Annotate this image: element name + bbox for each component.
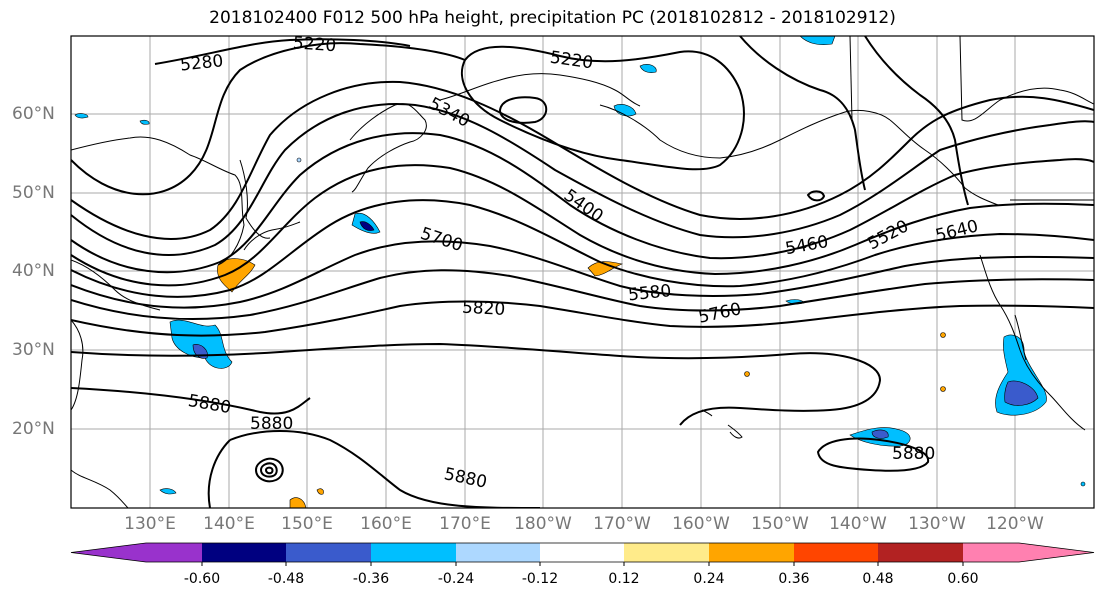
map-frame <box>70 35 1095 509</box>
colorbar-segment <box>709 543 794 562</box>
lon-label: 130°W <box>908 514 966 534</box>
colorbar-tick-label: 0.48 <box>862 571 894 587</box>
colorbar-segment <box>878 543 963 562</box>
colorbar-tick-label: -0.48 <box>267 571 305 587</box>
colorbar-tick-label: 0.12 <box>608 571 640 587</box>
colorbar-tick-label: -0.12 <box>521 571 559 587</box>
contour-label: 5460 <box>784 232 830 259</box>
colorbar-segment <box>794 543 878 562</box>
colorbar-segment <box>624 543 709 562</box>
colorbar-tick-label: -0.24 <box>437 571 475 587</box>
contour-label: 5400 <box>560 185 607 226</box>
colorbar-segment <box>286 543 371 562</box>
colorbar-outline <box>70 542 1095 563</box>
lon-label: 140°W <box>829 514 887 534</box>
colorbar <box>70 542 1095 566</box>
colorbar-segment <box>540 543 624 562</box>
lat-label: 60°N <box>12 104 55 124</box>
contour-label: 5340 <box>425 94 473 132</box>
colorbar-tick-label: 0.36 <box>778 571 810 587</box>
contour-label: 5820 <box>461 298 505 320</box>
lon-label: 150°E <box>281 514 333 534</box>
colorbar-segment <box>456 543 540 562</box>
lat-label: 50°N <box>12 183 55 203</box>
contour-label: 5580 <box>627 281 672 305</box>
coastlines <box>71 36 1094 508</box>
colorbar-segment <box>963 543 1094 562</box>
contour-label: 5220 <box>292 33 337 56</box>
lon-label: 120°W <box>986 514 1044 534</box>
lat-label: 20°N <box>12 419 55 439</box>
contour-label: 5880 <box>442 464 488 493</box>
lon-label: 180°W <box>514 514 572 534</box>
lat-label: 40°N <box>12 261 55 281</box>
contour-label: 5880 <box>892 444 935 464</box>
height-contours <box>71 36 1094 508</box>
lon-label: 170°E <box>439 514 491 534</box>
colorbar-segment <box>71 543 202 562</box>
contour-label: 5700 <box>418 224 465 256</box>
contour-label: 5220 <box>549 48 595 74</box>
contour-labels: 5220 5280 5220 5340 5400 5700 5460 5520 … <box>179 33 981 493</box>
map-title: 2018102400 F012 500 hPa height, precipit… <box>209 8 896 28</box>
lat-label: 30°N <box>12 340 55 360</box>
colorbar-tick-label: -0.36 <box>352 571 390 587</box>
lon-label: 170°W <box>593 514 651 534</box>
lon-label: 160°E <box>360 514 412 534</box>
gridlines <box>71 36 1094 508</box>
contour-label: 5760 <box>697 299 743 328</box>
lon-label: 140°E <box>203 514 255 534</box>
lon-label: 130°E <box>124 514 176 534</box>
contour-label: 5880 <box>186 391 232 418</box>
colorbar-segment <box>202 543 286 562</box>
colorbar-tick-label: 0.60 <box>947 571 979 587</box>
contour-label: 5520 <box>864 216 912 254</box>
contour-label: 5640 <box>934 216 981 246</box>
colorbar-tick-label: -0.60 <box>183 571 221 587</box>
lon-label: 160°W <box>672 514 730 534</box>
precipitation-shading <box>74 36 1086 508</box>
colorbar-tick-label: 0.24 <box>693 571 725 587</box>
colorbar-segment <box>371 543 456 562</box>
contour-label: 5880 <box>250 414 293 434</box>
lon-label: 150°W <box>751 514 809 534</box>
contour-label: 5280 <box>179 51 224 75</box>
